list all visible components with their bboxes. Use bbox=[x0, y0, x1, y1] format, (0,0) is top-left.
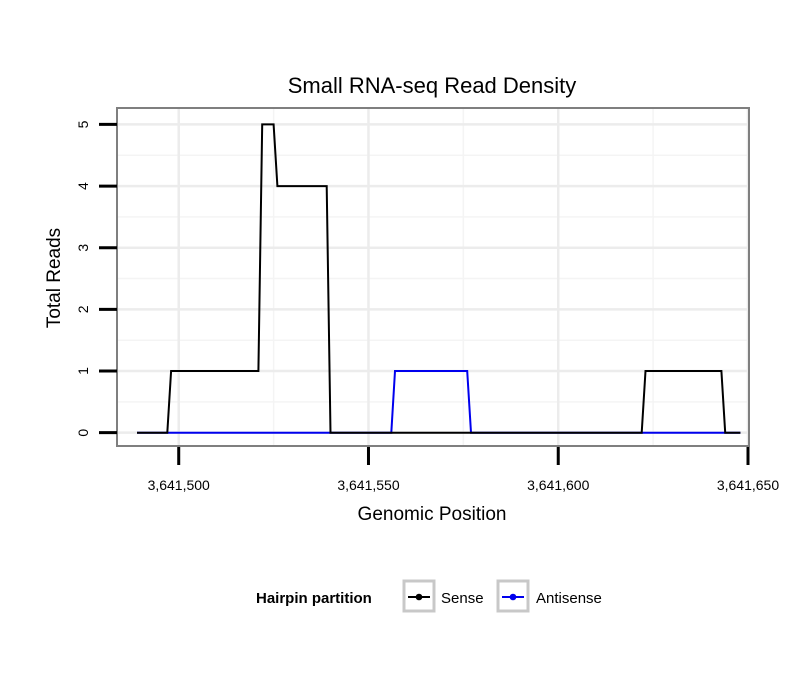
x-axis-title: Genomic Position bbox=[358, 504, 507, 525]
legend: Hairpin partition Sense Antisense bbox=[256, 579, 602, 613]
legend-label-sense: Sense bbox=[441, 590, 484, 607]
legend-title: Hairpin partition bbox=[256, 590, 372, 607]
y-tick-label: 3 bbox=[75, 244, 91, 252]
y-tick-label: 4 bbox=[75, 182, 91, 190]
legend-item-sense: Sense bbox=[402, 579, 484, 613]
x-tick-label: 3,641,500 bbox=[148, 477, 210, 493]
legend-dot-sense bbox=[415, 593, 423, 601]
x-tick-label: 3,641,600 bbox=[527, 477, 589, 493]
legend-label-antisense: Antisense bbox=[536, 590, 602, 607]
y-axis-title: Total Reads bbox=[44, 228, 65, 328]
chart-title: Small RNA-seq Read Density bbox=[288, 73, 577, 98]
x-tick-label: 3,641,550 bbox=[337, 477, 399, 493]
y-tick-label: 1 bbox=[75, 367, 91, 375]
x-tick-label: 3,641,650 bbox=[717, 477, 779, 493]
plot-border bbox=[116, 107, 750, 447]
y-axis: 0 1 2 3 4 5 bbox=[75, 120, 117, 437]
legend-item-antisense: Antisense bbox=[496, 579, 602, 613]
x-axis: 3,641,500 3,641,550 3,641,600 3,641,650 bbox=[148, 447, 779, 493]
y-tick-label: 2 bbox=[75, 305, 91, 313]
y-tick-label: 5 bbox=[75, 120, 91, 128]
series-group bbox=[137, 123, 741, 434]
legend-dot-antisense bbox=[509, 593, 517, 601]
y-tick-label: 0 bbox=[75, 429, 91, 437]
series-line-sense bbox=[137, 123, 741, 434]
